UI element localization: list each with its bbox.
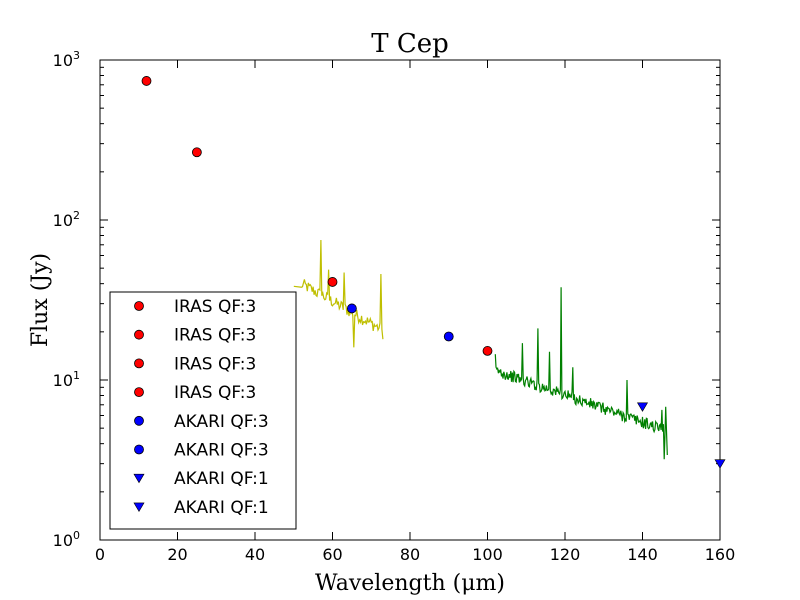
- akari-upper-limit-point: [714, 459, 726, 469]
- spectrum-yellow: [293, 239, 384, 348]
- iras-point: [327, 277, 338, 287]
- spectrum-green: [494, 287, 668, 460]
- legend: IRAS QF:3 IRAS QF:3 IRAS QF:3 IRAS QF:3 AKAR…: [109, 291, 297, 530]
- x-tick-label: 60: [322, 545, 342, 564]
- legend-marker: [134, 415, 144, 426]
- legend-marker: [134, 329, 144, 340]
- y-axis-label: Flux (Jy): [28, 253, 53, 347]
- legend-marker: [133, 473, 145, 484]
- x-tick-label: 140: [627, 545, 658, 564]
- y-tick-base: 10: [53, 51, 73, 70]
- legend-label: AKARI QF:3: [174, 441, 269, 461]
- akari-point: [443, 331, 454, 342]
- x-tick-label: 80: [400, 545, 420, 564]
- iras-point: [482, 346, 493, 356]
- legend-marker: [133, 502, 145, 512]
- legend-label: AKARI QF:1: [174, 469, 269, 489]
- y-tick-exponent: 2: [73, 209, 80, 222]
- chart-title: T Cep: [371, 29, 449, 59]
- x-tick-label: 0: [95, 545, 105, 564]
- y-tick-exponent: 0: [73, 529, 80, 542]
- legend-label: IRAS QF:3: [174, 383, 256, 403]
- x-axis-label: Wavelength (μm): [315, 571, 505, 596]
- y-tick-label: 102: [53, 209, 80, 230]
- y-tick-base: 10: [53, 531, 73, 550]
- legend-label: IRAS QF:3: [174, 354, 256, 374]
- x-tick-label: 100: [472, 545, 503, 564]
- y-tick-label: 101: [53, 369, 80, 390]
- y-tick-base: 10: [53, 211, 73, 230]
- y-tick-label: 100: [53, 529, 80, 550]
- legend-marker: [134, 444, 144, 455]
- points-layer: [141, 76, 726, 469]
- legend-marker: [134, 301, 144, 311]
- legend-marker: [134, 387, 144, 398]
- iras-point: [191, 147, 202, 158]
- legend-marker: [134, 358, 144, 369]
- y-tick-exponent: 3: [73, 49, 80, 62]
- akari-point: [346, 303, 357, 314]
- legend-label: AKARI QF:1: [174, 498, 269, 518]
- x-tick-label: 40: [245, 545, 265, 564]
- y-tick-exponent: 1: [73, 369, 80, 382]
- legend-label: IRAS QF:3: [174, 297, 256, 317]
- y-tick-label: 103: [53, 49, 80, 70]
- spectra-layer: [293, 239, 668, 460]
- x-tick-label: 20: [167, 545, 187, 564]
- legend-label: IRAS QF:3: [174, 326, 256, 346]
- legend-label: AKARI QF:3: [174, 412, 269, 432]
- x-tick-label: 160: [705, 545, 736, 564]
- x-tick-labels: 0 20 40 60 80 100 120 140 160: [95, 545, 735, 564]
- akari-upper-limit-point: [636, 402, 649, 412]
- y-tick-base: 10: [53, 371, 73, 390]
- iras-point: [141, 76, 152, 86]
- legend-entries: IRAS QF:3 IRAS QF:3 IRAS QF:3 IRAS QF:3 AKAR…: [133, 297, 269, 518]
- x-tick-label: 120: [550, 545, 581, 564]
